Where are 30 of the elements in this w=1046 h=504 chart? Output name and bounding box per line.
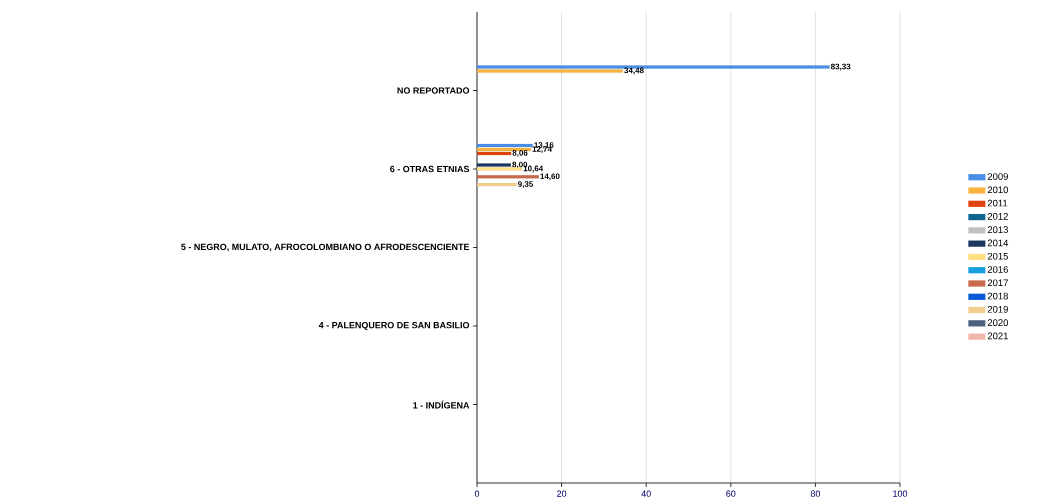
legend-label: 2011	[987, 199, 1008, 207]
bar	[477, 167, 523, 171]
legend-label: 2019	[987, 306, 1008, 313]
legend-label: 2013	[987, 226, 1008, 234]
legend-label: 2009	[987, 173, 1008, 180]
bar	[477, 144, 533, 148]
y-tick-label: 1 - INDÍGENA	[413, 400, 470, 409]
x-tick-label: 100	[893, 490, 908, 497]
y-tick-label: 4 - PALENQUERO DE SAN BASILIO	[318, 321, 470, 331]
x-tick-label: 60	[726, 490, 736, 497]
x-tick-label: 40	[641, 490, 651, 497]
bar	[477, 175, 539, 179]
legend-label: 2016	[987, 266, 1008, 273]
bar	[477, 163, 511, 167]
x-tick-label: 0	[474, 490, 480, 497]
legend-label: 2010	[987, 186, 1009, 194]
y-tick-label: 6 - OTRAS ETNIAS	[390, 165, 470, 173]
legend-label: 2021	[987, 332, 1008, 340]
legend-label: 2014	[987, 239, 1009, 247]
bar	[477, 65, 830, 69]
legend-label: 2020	[987, 319, 1009, 326]
legend-label: 2017	[987, 279, 1008, 287]
x-tick-label: 80	[810, 490, 821, 497]
x-tick-label: 20	[557, 490, 567, 497]
bar	[477, 183, 517, 187]
y-tick-label: 5 - NEGRO, MULATO, AFROCOLOMBIANO O AFRODESCENCIENTE	[181, 243, 470, 252]
legend-label: 2018	[987, 292, 1008, 300]
legend-label: 2015	[987, 252, 1008, 260]
legend-label: 2012	[987, 213, 1008, 220]
y-tick-label: NO REPORTADO	[397, 87, 470, 94]
